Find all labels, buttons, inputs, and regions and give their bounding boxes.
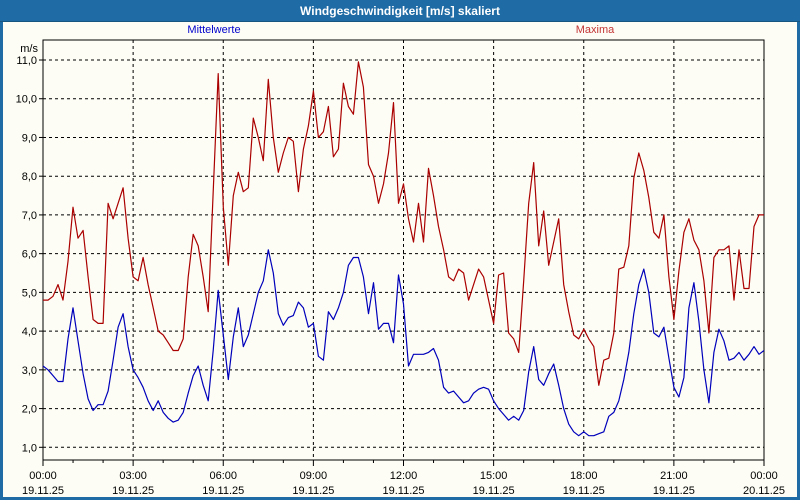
y-tick-label: 1,0 [22,442,37,454]
x-tick-date-label: 19.11.25 [473,485,515,497]
x-tick-date-label: 19.11.25 [292,485,334,497]
y-tick-label: 9,0 [22,132,37,144]
chart-tick-labels: 11,0 10,0 9,0 8,0 7,0 6,0 5,0 4,0 3,0 2,0 1,0 00:00… [16,43,785,497]
x-tick-time-label: 00:00 [29,470,57,482]
y-tick-label: 10,0 [16,94,37,106]
y-tick-label: 3,0 [22,365,37,377]
wind-speed-chart: 11,0 10,0 9,0 8,0 7,0 6,0 5,0 4,0 3,0 2,0 1,0 00:00… [16,39,785,497]
x-tick-time-label: 18:00 [570,470,598,482]
y-tick-label: 4,0 [22,326,37,338]
y-tick-label: 7,0 [22,210,37,222]
x-tick-date-label: 19.11.25 [563,485,605,497]
x-tick-time-label: 06:00 [209,470,237,482]
chart-panel: Mittelwerte Maxima 11,0 10,0 9,0 8,0 7,0 6,0 5… [0,22,800,500]
y-tick-label: 6,0 [22,249,37,261]
x-tick-time-label: 12:00 [390,470,418,482]
y-tick-label: 5,0 [22,287,37,299]
x-tick-date-label: 19.11.25 [202,485,244,497]
x-tick-time-label: 09:00 [300,470,328,482]
y-tick-label: 11,0 [16,55,37,67]
x-tick-time-label: 15:00 [480,470,508,482]
y-tick-label: 8,0 [22,171,37,183]
maxima-line-series [43,61,764,386]
x-tick-date-label: 19.11.25 [112,485,154,497]
x-tick-date-label: 19.11.25 [382,485,424,497]
x-tick-date-label: 19.11.25 [653,485,695,497]
chart-tick-marks [39,59,765,466]
y-axis-unit-label: m/s [20,43,38,55]
y-tick-label: 2,0 [22,404,37,416]
x-tick-time-label: 00:00 [750,470,778,482]
window-titlebar[interactable]: Windgeschwindigkeit [m/s] skaliert [0,0,800,22]
x-tick-time-label: 21:00 [660,470,688,482]
x-tick-date-label: 20.11.25 [743,485,785,497]
mittelwerte-line-series [42,249,765,437]
legend-label-maxima: Maxima [575,24,615,36]
window-title: Windgeschwindigkeit [m/s] skaliert [300,4,500,18]
x-tick-date-label: 19.11.25 [22,485,64,497]
x-tick-time-label: 03:00 [119,470,147,482]
legend-label-mittelwerte: Mittelwerte [187,24,241,36]
chart-gridlines [43,40,764,460]
